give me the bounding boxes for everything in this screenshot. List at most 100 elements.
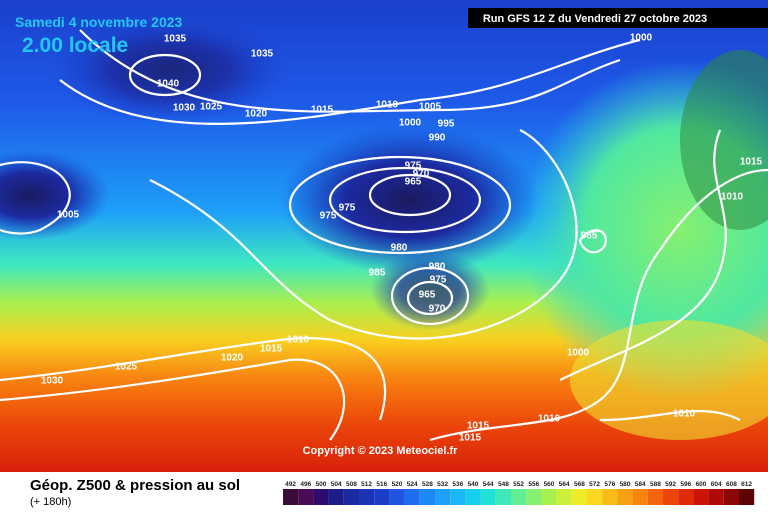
isobar-label: 985: [581, 231, 598, 242]
isobar-label: 1010: [376, 100, 399, 111]
isobar-label: 1010: [538, 414, 561, 425]
colorbar-label: 524: [407, 481, 418, 488]
colorbar-label: 548: [498, 481, 509, 488]
colorbar-label: 496: [300, 481, 311, 488]
colorbar-label: 572: [589, 481, 600, 488]
colorbar-swatch: [541, 489, 557, 505]
colorbar-swatch: [663, 489, 679, 505]
colorbar-label: 564: [559, 481, 570, 488]
colorbar-swatch: [450, 489, 466, 505]
colorbar-label: 492: [285, 481, 296, 488]
colorbar-label: 556: [528, 481, 539, 488]
colorbar-label: 520: [392, 481, 403, 488]
time: 2.00 locale: [22, 34, 128, 57]
isobar-label: 975: [339, 203, 356, 214]
colorbar-swatch: [313, 489, 329, 505]
isobar-label: 1015: [467, 421, 490, 432]
colorbar-label: 508: [346, 481, 357, 488]
colorbar-swatch: [556, 489, 572, 505]
colorbar-swatch: [359, 489, 375, 505]
colorbar-label: 516: [376, 481, 387, 488]
isobar-label: 1005: [419, 102, 442, 113]
isobar-label: 1000: [567, 348, 590, 359]
isobar-label: 1010: [673, 409, 696, 420]
isobar-label: 1015: [260, 344, 283, 355]
run-banner: [468, 8, 768, 28]
isobar-label: 1025: [200, 102, 223, 113]
colorbar-swatch: [343, 489, 359, 505]
isobar-label: 970: [429, 304, 446, 315]
colorbar-swatch: [298, 489, 314, 505]
isobar-label: 980: [391, 243, 408, 254]
colorbar-swatch: [465, 489, 481, 505]
colorbar-swatch: [511, 489, 527, 505]
colorbar-label: 580: [620, 481, 631, 488]
isobar-label: 1020: [221, 353, 244, 364]
isobar-label: 990: [429, 133, 446, 144]
colorbar-label: 568: [574, 481, 585, 488]
colorbar-swatch: [404, 489, 420, 505]
colorbar-label: 592: [665, 481, 676, 488]
colorbar-swatch: [617, 489, 633, 505]
colorbar-label: 588: [650, 481, 661, 488]
isobar-label: 1000: [399, 118, 422, 129]
colorbar-swatch: [495, 489, 511, 505]
isobar-labels: 1035 1035 1040 1030 1025 1020 1015 1010 1005 1000…: [41, 33, 763, 444]
footer-lead: (+ 180h): [30, 496, 71, 508]
colorbar-swatch: [723, 489, 739, 505]
colorbar-label: 604: [711, 481, 722, 488]
colorbar-label: 540: [468, 481, 479, 488]
isobar-label: 1015: [459, 433, 482, 444]
colorbar-swatch: [328, 489, 344, 505]
isobar-label: 970: [413, 169, 430, 180]
isobar-label: 1025: [115, 362, 138, 373]
colorbar-label: 532: [437, 481, 448, 488]
warm-area: [680, 50, 768, 230]
isobar-label: 1035: [251, 49, 274, 60]
colorbar-label: 500: [316, 481, 327, 488]
colorbar-swatch: [647, 489, 663, 505]
colorbar-label: 536: [452, 481, 463, 488]
colorbar-swatch: [283, 489, 299, 505]
isobars: [0, 29, 768, 442]
low-area: [50, 15, 290, 125]
colorbar-swatch: [739, 489, 755, 505]
date: Samedi 4 novembre 2023: [15, 14, 183, 30]
isobar-label: 1040: [157, 79, 180, 90]
colorbar-label: 608: [726, 481, 737, 488]
colorbar-swatch: [632, 489, 648, 505]
colorbar-label: 596: [680, 481, 691, 488]
colorbar-swatch: [419, 489, 435, 505]
isobar-label: 1035: [164, 34, 187, 45]
colorbar-label: 612: [741, 481, 752, 488]
isobar-label: 975: [430, 275, 447, 286]
isobar-label: 1000: [630, 33, 653, 44]
low-area: [0, 150, 110, 240]
colorbar-swatch: [374, 489, 390, 505]
colorbar-label: 560: [544, 481, 555, 488]
colorbar-label: 552: [513, 481, 524, 488]
colorbar-label: 544: [483, 481, 494, 488]
colorbar-swatch: [389, 489, 405, 505]
low-area: [370, 250, 490, 330]
isobar-label: 995: [438, 119, 455, 130]
isobar-label: 975: [405, 161, 422, 172]
isobar-label: 1030: [173, 103, 196, 114]
isobar-label: 1015: [311, 105, 334, 116]
colorbar-swatch: [693, 489, 709, 505]
copyright: Copyright © 2023 Meteociel.fr: [303, 445, 459, 457]
colorbar-swatch: [587, 489, 603, 505]
isobar-label: 965: [419, 290, 436, 301]
colorbar-swatch: [435, 489, 451, 505]
isobar-label: 1010: [721, 192, 744, 203]
colorbar-swatch: [480, 489, 496, 505]
colorbar-label: 600: [696, 481, 707, 488]
isobar-label: 1020: [245, 109, 268, 120]
colorbar-swatch: [708, 489, 724, 505]
colorbar-swatch: [602, 489, 618, 505]
colorbar: 492 496 500 504 508 512 516 520 524 528 532 536 540 5…: [283, 481, 755, 505]
isobar-label: 1005: [57, 210, 80, 221]
isobar-label: 965: [405, 177, 422, 188]
